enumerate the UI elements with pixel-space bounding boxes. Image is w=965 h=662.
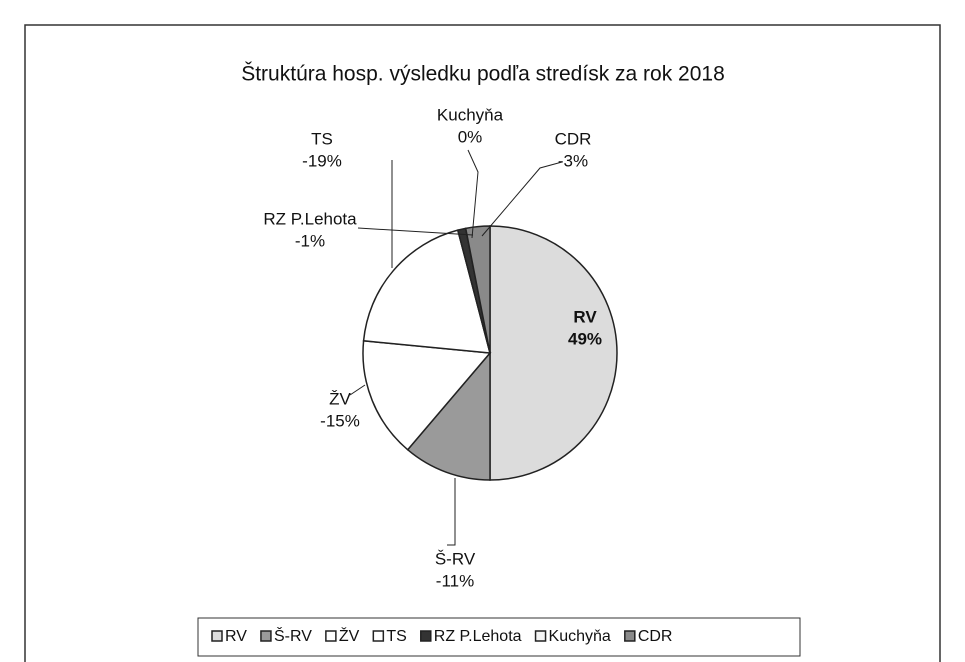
leader-line bbox=[467, 149, 479, 239]
slice-label: Kuchyňa bbox=[437, 105, 504, 124]
slice-value-label: 0% bbox=[458, 127, 483, 146]
slice-value-label: 49% bbox=[568, 329, 602, 348]
slice-label: ŽV bbox=[329, 389, 351, 408]
slice-label: CDR bbox=[555, 129, 592, 148]
leader-line bbox=[447, 478, 456, 546]
legend-label: Š-RV bbox=[274, 626, 312, 645]
legend-box bbox=[197, 617, 801, 657]
slice-label: Š-RV bbox=[435, 549, 476, 568]
legend-label: RZ P.Lehota bbox=[434, 628, 522, 645]
slice-label: TS bbox=[311, 129, 333, 148]
slice-value-label: -3% bbox=[558, 151, 588, 170]
slice-label: RV bbox=[573, 307, 597, 326]
legend-swatch bbox=[624, 630, 636, 642]
legend-swatch bbox=[260, 630, 272, 642]
legend-label: Kuchyňa bbox=[549, 628, 611, 645]
pie-slice bbox=[489, 225, 618, 481]
legend-label: TS bbox=[386, 628, 406, 645]
chart-title: Štruktúra hosp. výsledku podľa stredísk … bbox=[241, 63, 725, 86]
slice-value-label: -19% bbox=[302, 151, 342, 170]
leader-line bbox=[357, 227, 474, 236]
pie-slice bbox=[406, 350, 491, 481]
legend-swatch bbox=[211, 630, 223, 642]
legend-label: ŽV bbox=[339, 626, 360, 645]
slice-value-label: -1% bbox=[295, 231, 325, 250]
pie-slice bbox=[362, 339, 492, 451]
slice-value-label: -15% bbox=[320, 411, 360, 430]
slice-value-label: -11% bbox=[436, 571, 474, 590]
legend-swatch bbox=[325, 630, 337, 642]
legend-swatch bbox=[420, 630, 432, 642]
pie-slice bbox=[362, 229, 491, 354]
legend-label: RV bbox=[225, 628, 247, 645]
slice-label: RZ P.Lehota bbox=[263, 209, 357, 228]
legend-label: CDR bbox=[638, 628, 673, 645]
leader-line bbox=[349, 384, 366, 396]
leader-line bbox=[481, 161, 563, 237]
legend-swatch bbox=[372, 630, 385, 642]
legend-swatch bbox=[534, 630, 547, 642]
